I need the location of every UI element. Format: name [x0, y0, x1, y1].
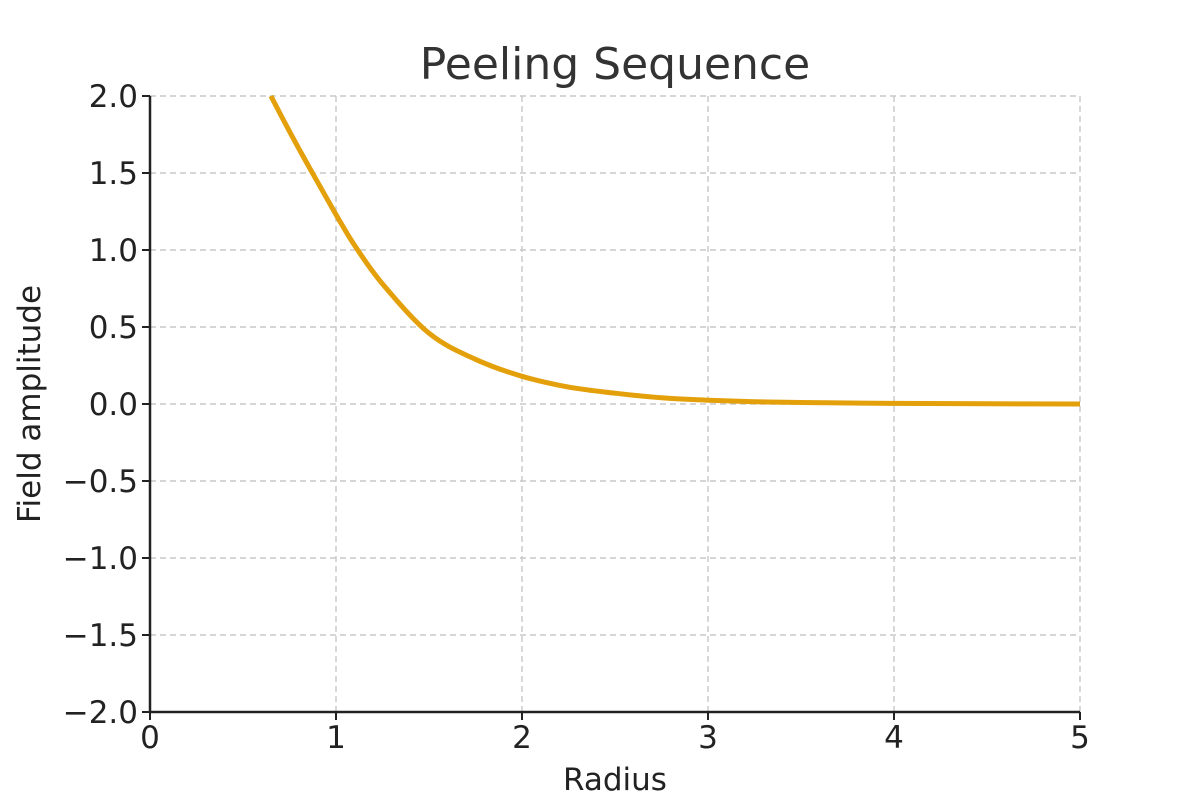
- y-axis-label: Field amplitude: [12, 285, 48, 523]
- y-tick-label: −1.5: [63, 618, 138, 654]
- y-tick-label: 0.0: [89, 387, 138, 423]
- y-tick-label: −0.5: [63, 464, 138, 500]
- x-tick-label: 4: [884, 720, 904, 756]
- x-tick-label: 3: [698, 720, 718, 756]
- x-tick-label: 1: [326, 720, 346, 756]
- y-tick-label: 0.5: [89, 310, 138, 346]
- x-tick-label: 2: [512, 720, 532, 756]
- chart-title: Peeling Sequence: [420, 39, 810, 90]
- y-tick-label: 1.0: [89, 233, 138, 269]
- y-tick-label: −1.0: [63, 541, 138, 577]
- tick-labels: 0 1 2 3 4 5 −2.0 −1.5 −1.0 −0.5 0.0 0.5 1.0 1.5 2.0: [63, 79, 1090, 756]
- series-layer: [268, 94, 1081, 407]
- x-axis-label: Radius: [563, 762, 667, 798]
- y-tick-label: 2.0: [89, 79, 138, 115]
- x-tick-label: 0: [140, 720, 160, 756]
- series-line: [268, 94, 1081, 407]
- y-tick-label: 1.5: [89, 156, 138, 192]
- x-tick-label: 5: [1070, 720, 1090, 756]
- y-tick-label: −2.0: [63, 695, 138, 731]
